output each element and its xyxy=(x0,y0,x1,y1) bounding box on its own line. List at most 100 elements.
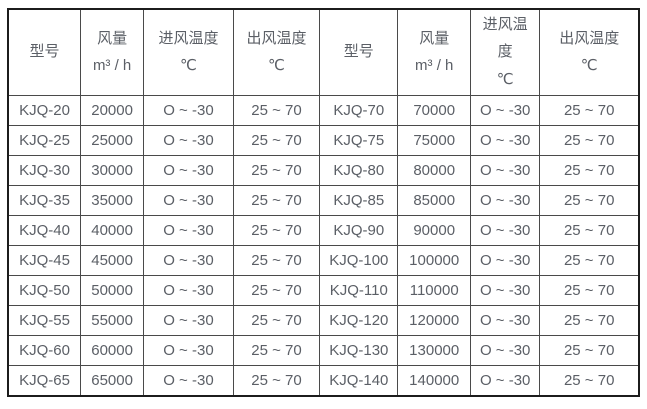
table-cell: 80000 xyxy=(397,154,471,186)
table-cell: KJQ-85 xyxy=(319,184,399,216)
table-cell: O ~ -30 xyxy=(469,334,541,366)
table-cell: 60000 xyxy=(80,334,145,366)
table-cell: O ~ -30 xyxy=(469,124,541,156)
table-cell: O ~ -30 xyxy=(143,274,234,306)
table-cell: 120000 xyxy=(397,304,471,336)
table-cell: O ~ -30 xyxy=(469,184,541,216)
table-cell: KJQ-90 xyxy=(319,214,399,246)
table-cell: O ~ -30 xyxy=(143,184,234,216)
column-header-outlet-temp-left: 出风温度 ℃ xyxy=(232,8,321,96)
column-header-inlet-temp-left: 进风温度 ℃ xyxy=(143,8,234,96)
table-cell: 25 ~ 70 xyxy=(539,244,640,276)
table-cell: 65000 xyxy=(80,364,145,396)
column-header-model-left: 型号 xyxy=(7,8,82,96)
table-cell: KJQ-50 xyxy=(7,274,82,306)
table-cell: O ~ -30 xyxy=(469,304,541,336)
table-cell: 35000 xyxy=(80,184,145,216)
table-cell: KJQ-60 xyxy=(7,334,82,366)
table-cell: KJQ-140 xyxy=(319,364,399,396)
table-cell: O ~ -30 xyxy=(469,364,541,396)
table-cell: KJQ-45 xyxy=(7,244,82,276)
table-header: 型号 风量 m³ / h 进风温度 ℃ 出风温度 ℃ 型号 风量 m³ / h … xyxy=(7,8,640,96)
table-cell: 55000 xyxy=(80,304,145,336)
table-cell: 25000 xyxy=(80,124,145,156)
table-cell: 25 ~ 70 xyxy=(539,304,640,336)
table-row: KJQ-25 25000 O ~ -30 25 ~ 70 KJQ-75 75000 O ~ … xyxy=(7,124,640,156)
table-cell: KJQ-70 xyxy=(319,94,399,126)
table-cell: KJQ-80 xyxy=(319,154,399,186)
table-cell: 25 ~ 70 xyxy=(232,184,321,216)
table-cell: 25 ~ 70 xyxy=(539,364,640,396)
column-header-model-right: 型号 xyxy=(319,8,399,96)
table-cell: KJQ-75 xyxy=(319,124,399,156)
table-cell: KJQ-110 xyxy=(319,274,399,306)
table-cell: KJQ-55 xyxy=(7,304,82,336)
table-cell: 25 ~ 70 xyxy=(232,154,321,186)
table-cell: 25 ~ 70 xyxy=(539,214,640,246)
table-cell: 40000 xyxy=(80,214,145,246)
table-cell: 25 ~ 70 xyxy=(539,334,640,366)
table-cell: 25 ~ 70 xyxy=(232,214,321,246)
table-cell: 70000 xyxy=(397,94,471,126)
table-cell: KJQ-35 xyxy=(7,184,82,216)
table-row: KJQ-45 45000 O ~ -30 25 ~ 70 KJQ-100 100000 O … xyxy=(7,244,640,276)
column-header-inlet-temp-right: 进风温 度 ℃ xyxy=(469,8,541,96)
table-cell: KJQ-100 xyxy=(319,244,399,276)
table-cell: 20000 xyxy=(80,94,145,126)
table-cell: O ~ -30 xyxy=(469,94,541,126)
table-cell: 130000 xyxy=(397,334,471,366)
table-cell: 110000 xyxy=(397,274,471,306)
table-cell: O ~ -30 xyxy=(143,154,234,186)
table-row: KJQ-55 55000 O ~ -30 25 ~ 70 KJQ-120 120000 O … xyxy=(7,304,640,336)
table-cell: 25 ~ 70 xyxy=(232,94,321,126)
spec-table: 型号 风量 m³ / h 进风温度 ℃ 出风温度 ℃ 型号 风量 m³ / h … xyxy=(7,8,640,397)
table-cell: O ~ -30 xyxy=(469,154,541,186)
table-cell: KJQ-65 xyxy=(7,364,82,396)
table-cell: 90000 xyxy=(397,214,471,246)
table-cell: 140000 xyxy=(397,364,471,396)
table-cell: 25 ~ 70 xyxy=(232,244,321,276)
table-cell: O ~ -30 xyxy=(143,94,234,126)
table-cell: O ~ -30 xyxy=(469,274,541,306)
table-row: KJQ-20 20000 O ~ -30 25 ~ 70 KJQ-70 70000 O ~ … xyxy=(7,94,640,126)
table-cell: 25 ~ 70 xyxy=(539,274,640,306)
table-cell: 25 ~ 70 xyxy=(232,364,321,396)
table-cell: 25 ~ 70 xyxy=(232,124,321,156)
table-cell: 25 ~ 70 xyxy=(539,154,640,186)
table-cell: KJQ-120 xyxy=(319,304,399,336)
table-cell: O ~ -30 xyxy=(143,214,234,246)
table-cell: KJQ-20 xyxy=(7,94,82,126)
table-cell: 25 ~ 70 xyxy=(232,334,321,366)
table-row: KJQ-60 60000 O ~ -30 25 ~ 70 KJQ-130 130000 O … xyxy=(7,334,640,366)
table-cell: O ~ -30 xyxy=(143,244,234,276)
table-cell: KJQ-30 xyxy=(7,154,82,186)
table-cell: KJQ-130 xyxy=(319,334,399,366)
table-cell: 25 ~ 70 xyxy=(232,274,321,306)
table-cell: 50000 xyxy=(80,274,145,306)
table-cell: 25 ~ 70 xyxy=(539,184,640,216)
column-header-airflow-right: 风量 m³ / h xyxy=(397,8,471,96)
table-cell: 45000 xyxy=(80,244,145,276)
table-body: KJQ-20 20000 O ~ -30 25 ~ 70 KJQ-70 70000 O ~ … xyxy=(7,94,640,396)
table-cell: O ~ -30 xyxy=(143,124,234,156)
table-cell: 100000 xyxy=(397,244,471,276)
column-header-outlet-temp-right: 出风温度 ℃ xyxy=(539,8,640,96)
table-cell: 25 ~ 70 xyxy=(539,94,640,126)
table-cell: 85000 xyxy=(397,184,471,216)
table-cell: O ~ -30 xyxy=(143,304,234,336)
table-row: KJQ-30 30000 O ~ -30 25 ~ 70 KJQ-80 80000 O ~ … xyxy=(7,154,640,186)
table-cell: O ~ -30 xyxy=(143,364,234,396)
column-header-airflow-left: 风量 m³ / h xyxy=(80,8,145,96)
table-cell: 25 ~ 70 xyxy=(232,304,321,336)
table-cell: O ~ -30 xyxy=(143,334,234,366)
table-cell: O ~ -30 xyxy=(469,244,541,276)
table-cell: 25 ~ 70 xyxy=(539,124,640,156)
table-row: KJQ-35 35000 O ~ -30 25 ~ 70 KJQ-85 85000 O ~ … xyxy=(7,184,640,216)
table-cell: O ~ -30 xyxy=(469,214,541,246)
table-cell: KJQ-40 xyxy=(7,214,82,246)
table-row: KJQ-65 65000 O ~ -30 25 ~ 70 KJQ-140 140000 O … xyxy=(7,364,640,396)
header-row: 型号 风量 m³ / h 进风温度 ℃ 出风温度 ℃ 型号 风量 m³ / h … xyxy=(7,8,640,96)
table-cell: 30000 xyxy=(80,154,145,186)
table-cell: 75000 xyxy=(397,124,471,156)
